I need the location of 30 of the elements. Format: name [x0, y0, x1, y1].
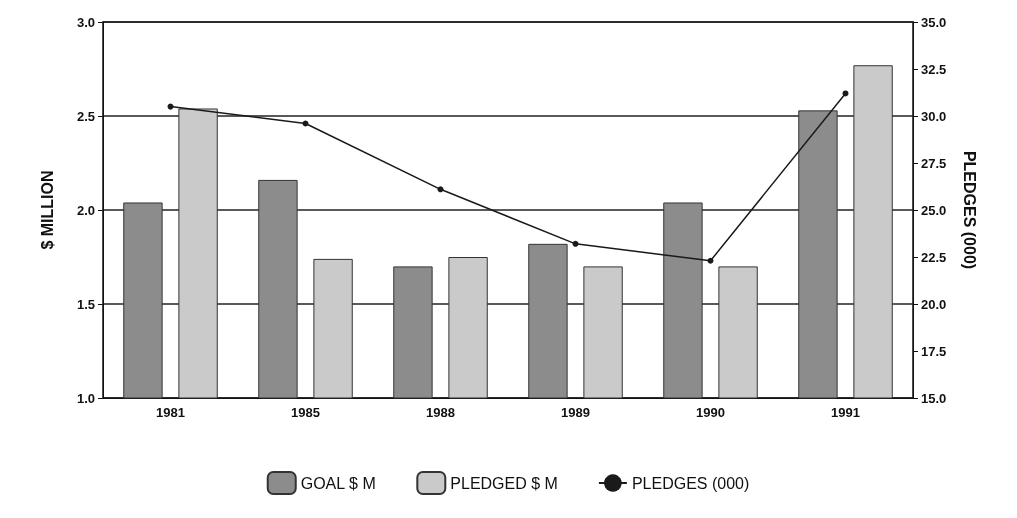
- x-tick-label: 1985: [291, 405, 320, 420]
- y-tick-label: 2.0: [76, 202, 95, 218]
- x-tick-label: 1990: [696, 405, 725, 420]
- y-tick-label: 1.0: [76, 390, 95, 406]
- y2-tick-label: 25.0: [921, 202, 947, 218]
- point: [842, 90, 849, 97]
- x-tick-label: 1981: [156, 405, 185, 420]
- y-tick-label: 1.5: [76, 296, 95, 312]
- point: [572, 240, 579, 247]
- y-tick-label: 2.5: [76, 108, 95, 124]
- point: [707, 257, 714, 264]
- y2-tick-label: 35.0: [921, 14, 947, 30]
- y2-axis-title: PLEDGES (000): [960, 150, 978, 270]
- y2-tick-label: 17.5: [921, 343, 947, 359]
- point: [302, 120, 309, 127]
- y-axis-title: $ MILLION: [38, 170, 56, 250]
- y2-tick-label: 22.5: [921, 249, 947, 265]
- legend-label: GOAL $ M: [300, 474, 376, 492]
- y2-tick-label: 15.0: [921, 390, 947, 406]
- y2-tick-label: 30.0: [921, 108, 947, 124]
- point: [167, 103, 174, 110]
- y-tick-label: 3.0: [76, 14, 95, 30]
- x-tick-label: 1989: [561, 405, 590, 420]
- y2-tick-label: 32.5: [921, 61, 947, 77]
- y2-tick-label: 20.0: [921, 296, 947, 312]
- legend-label: PLEDGES (000): [631, 474, 750, 492]
- x-tick-label: 1988: [426, 405, 455, 420]
- y2-tick-label: 27.5: [921, 155, 947, 171]
- legend-label: PLEDGED $ M: [450, 474, 558, 492]
- x-tick-label: 1991: [831, 405, 860, 420]
